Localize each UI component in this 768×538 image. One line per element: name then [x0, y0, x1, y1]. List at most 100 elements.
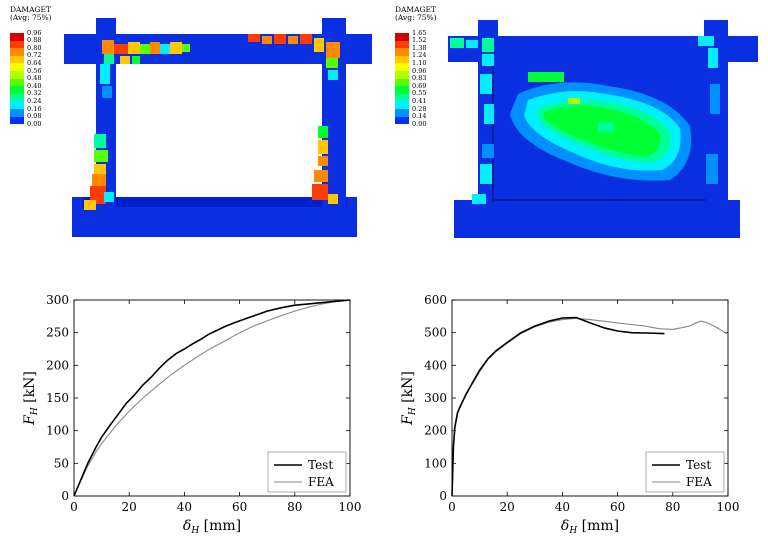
infill-opening	[116, 64, 322, 197]
legend-box	[267, 451, 347, 493]
legend-swatch	[395, 71, 409, 79]
legend-value: 1.65	[412, 28, 427, 37]
legend-swatch	[10, 63, 24, 71]
y-tick-label: 0	[439, 489, 447, 503]
legend-label: Test	[308, 458, 333, 472]
x-tick-label: 100	[717, 500, 740, 514]
y-tick-label: 300	[424, 391, 447, 405]
legend-swatch	[395, 93, 409, 102]
series-line-fea	[73, 299, 351, 497]
legend-value: 0.32	[27, 89, 42, 98]
legend-swatch	[10, 71, 24, 79]
legend-subtitle: (Avg: 75%)	[10, 13, 52, 22]
legend-value: 0.24	[27, 96, 42, 105]
legend-swatch	[10, 48, 24, 56]
foundation-beam	[454, 200, 740, 238]
damage-legend-left: DAMAGET (Avg: 75%) 0.96 0.88 0.80 0.72 0.64 0…	[10, 6, 70, 131]
legend-swatch	[395, 116, 409, 125]
force-displacement-chart-left: 0 20 40 60 80 100 0 50 100 150 200 250 300 δH [mm] FH …	[22, 293, 362, 535]
legend-value: 0.14	[412, 112, 427, 121]
legend-value: 0.56	[27, 66, 42, 75]
legend-swatch	[395, 78, 409, 87]
legend-value: 0.28	[412, 104, 427, 113]
y-axis-label: FH [kN]	[22, 371, 40, 426]
x-axis-label: δH [mm]	[183, 518, 241, 535]
legend-value: 0.08	[27, 112, 42, 121]
frame-damage-contour-left	[64, 18, 372, 237]
legend-title: DAMAGET	[10, 5, 51, 14]
legend-subtitle: (Avg: 75%)	[395, 13, 437, 22]
legend-value: 0.83	[412, 74, 427, 83]
y-tick-label: 0	[61, 489, 69, 503]
y-tick-label: 300	[46, 293, 69, 307]
legend-swatch	[10, 116, 24, 125]
y-tick-label: 600	[424, 293, 447, 307]
y-tick-label: 200	[424, 424, 447, 438]
legend-swatch	[10, 101, 24, 109]
series-line-test	[73, 299, 351, 497]
y-tick-label: 50	[54, 456, 69, 470]
legend-title: DAMAGET	[395, 5, 436, 14]
legend-label: Test	[686, 458, 711, 472]
legend-value: 1.38	[412, 43, 427, 52]
y-tick-label: 500	[424, 326, 447, 340]
y-tick-label: 200	[46, 358, 69, 372]
legend-value: 0.40	[27, 81, 42, 90]
x-tick-label: 80	[287, 500, 302, 514]
legend-value: 1.52	[412, 36, 427, 45]
legend-value: 0.80	[27, 43, 42, 52]
damage-zones	[450, 36, 720, 204]
legend-swatch	[10, 109, 24, 117]
x-axis-label: δH [mm]	[561, 518, 619, 535]
x-tick-label: 60	[232, 500, 247, 514]
legend-swatch	[395, 33, 409, 41]
legend-swatch	[10, 40, 24, 49]
legend-box	[645, 451, 725, 493]
x-tick-label: 20	[500, 500, 515, 514]
x-tick-label: 80	[665, 500, 680, 514]
legend-label: FEA	[686, 475, 712, 489]
legend-value: 0.88	[27, 36, 42, 45]
legend-swatch	[10, 93, 24, 102]
legend-swatch	[395, 86, 409, 94]
legend-swatch	[10, 55, 24, 64]
x-tick-label: 0	[448, 500, 456, 514]
legend-value: 0.55	[412, 89, 427, 98]
legend-value: 0.69	[412, 81, 427, 90]
force-displacement-chart-right: 0 20 40 60 80 100 0 100 200 300 400 500 600 δH [mm] FH…	[400, 293, 740, 535]
x-tick-label: 40	[555, 500, 570, 514]
legend-value: 0.00	[27, 119, 42, 128]
legend-value: 1.10	[412, 58, 427, 67]
legend-value: 0.96	[27, 28, 42, 37]
legend-value: 0.48	[27, 74, 42, 83]
damage-legend-right: DAMAGET (Avg: 75%) 1.65 1.52 1.38 1.24 1.10 0…	[395, 6, 455, 131]
y-tick-label: 150	[46, 391, 69, 405]
y-axis-label: FH [kN]	[400, 371, 418, 426]
y-tick-label: 100	[46, 424, 69, 438]
legend-value: 0.64	[27, 58, 42, 67]
legend-value: 0.41	[412, 96, 427, 105]
series-line-test	[451, 316, 665, 497]
legend-swatch	[395, 40, 409, 49]
legend-value: 0.16	[27, 104, 42, 113]
legend-label: FEA	[308, 475, 334, 489]
legend-value: 0.72	[27, 51, 42, 60]
legend-swatch	[10, 33, 24, 41]
x-tick-label: 0	[70, 500, 78, 514]
legend-swatch	[395, 101, 409, 109]
legend-swatch	[10, 86, 24, 94]
infilled-frame-damage-contour-right	[448, 20, 758, 238]
legend-value: 0.00	[412, 119, 427, 128]
x-tick-label: 60	[610, 500, 625, 514]
x-tick-label: 20	[122, 500, 137, 514]
legend-swatch	[395, 48, 409, 56]
y-tick-label: 400	[424, 358, 447, 372]
legend-value: 0.96	[412, 66, 427, 75]
y-tick-label: 250	[46, 326, 69, 340]
legend-swatch	[395, 55, 409, 64]
damage-zones	[84, 34, 340, 210]
legend-swatch	[395, 63, 409, 71]
legend-swatch	[395, 109, 409, 117]
legend-value: 1.24	[412, 51, 427, 60]
x-tick-label: 100	[339, 500, 362, 514]
